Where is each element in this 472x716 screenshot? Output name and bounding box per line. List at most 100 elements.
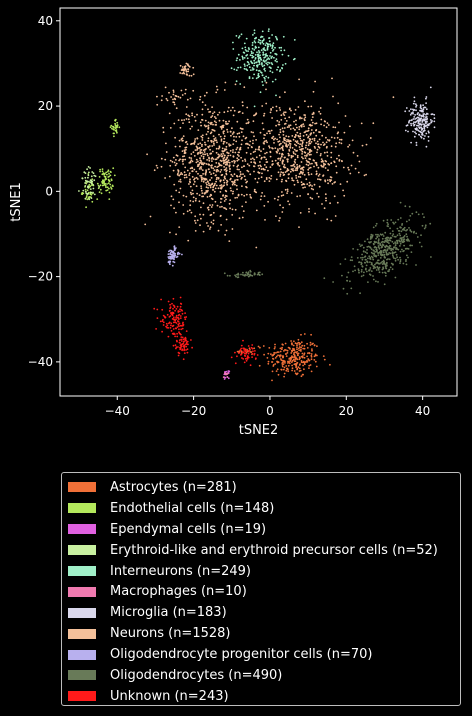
data-point (254, 41, 257, 44)
data-point (250, 346, 253, 349)
data-point (256, 51, 258, 54)
data-point (203, 162, 206, 165)
data-point (280, 119, 283, 121)
legend-swatch (68, 524, 96, 535)
data-point (169, 249, 172, 252)
data-point (376, 266, 379, 269)
data-point (321, 203, 323, 205)
data-point (270, 353, 272, 356)
data-point (263, 114, 265, 117)
data-point (334, 126, 337, 129)
data-point (325, 136, 327, 139)
data-point (265, 81, 268, 84)
data-point (342, 287, 345, 290)
data-point (386, 241, 389, 244)
data-point (210, 213, 213, 216)
data-point (279, 159, 282, 161)
data-point (200, 168, 203, 170)
data-point (418, 118, 421, 121)
data-point (182, 122, 184, 124)
data-point (294, 358, 297, 360)
data-point (410, 141, 412, 144)
data-point (269, 155, 272, 158)
data-point (191, 170, 194, 173)
data-point (268, 58, 271, 60)
data-point (235, 140, 238, 143)
data-point (360, 262, 363, 265)
data-point (179, 315, 182, 317)
data-point (236, 168, 239, 171)
data-point (307, 105, 310, 108)
data-point (414, 114, 416, 116)
data-point (257, 271, 260, 274)
data-point (222, 179, 225, 182)
data-point (201, 119, 204, 121)
data-point (106, 189, 109, 192)
data-point (192, 200, 195, 203)
data-point (277, 195, 280, 198)
data-point (186, 348, 189, 351)
data-point (425, 116, 427, 119)
data-point (82, 189, 85, 192)
data-point (283, 111, 285, 114)
data-point (242, 339, 244, 342)
legend-swatch (68, 566, 96, 576)
data-point (414, 103, 417, 105)
data-point (377, 281, 379, 283)
data-point (177, 172, 179, 175)
data-point (298, 166, 301, 168)
data-point (252, 139, 254, 142)
data-point (211, 160, 213, 163)
data-point (162, 314, 165, 317)
data-point (226, 162, 228, 165)
data-point (168, 175, 171, 178)
data-point (212, 135, 215, 138)
data-point (312, 188, 315, 191)
data-point (202, 153, 205, 156)
data-point (252, 68, 255, 70)
data-point (381, 260, 384, 263)
data-point (309, 166, 312, 169)
data-point (204, 119, 207, 122)
data-point (300, 149, 302, 151)
data-point (175, 211, 177, 214)
data-point (209, 186, 212, 189)
data-point (299, 195, 301, 197)
data-point (233, 173, 236, 176)
data-point (149, 215, 152, 218)
y-tick-label: 20 (38, 99, 53, 113)
data-point (164, 158, 167, 161)
data-point (231, 180, 233, 183)
data-point (113, 174, 116, 177)
data-point (270, 177, 272, 180)
data-point (173, 207, 176, 210)
data-point (107, 169, 110, 172)
data-point (281, 148, 284, 150)
data-point (207, 208, 210, 211)
data-point (219, 191, 222, 193)
data-point (88, 183, 91, 186)
data-point (214, 139, 216, 142)
data-point (195, 161, 198, 164)
data-point (252, 151, 255, 154)
data-point (409, 119, 411, 122)
data-point (423, 137, 425, 140)
data-point (187, 114, 190, 117)
data-point (243, 274, 245, 277)
data-point (232, 131, 235, 134)
data-point (405, 247, 408, 250)
data-point (393, 257, 395, 259)
data-point (274, 78, 277, 81)
data-point (246, 61, 249, 63)
data-point (357, 268, 360, 270)
data-point (185, 106, 188, 108)
data-point (242, 165, 245, 168)
data-point (280, 180, 283, 183)
data-point (259, 54, 261, 57)
legend-label: Neurons (n=1528) (110, 626, 231, 642)
data-point (291, 364, 293, 367)
data-point (378, 266, 381, 269)
data-point (418, 127, 421, 130)
data-point (282, 171, 284, 174)
data-point (92, 191, 94, 194)
